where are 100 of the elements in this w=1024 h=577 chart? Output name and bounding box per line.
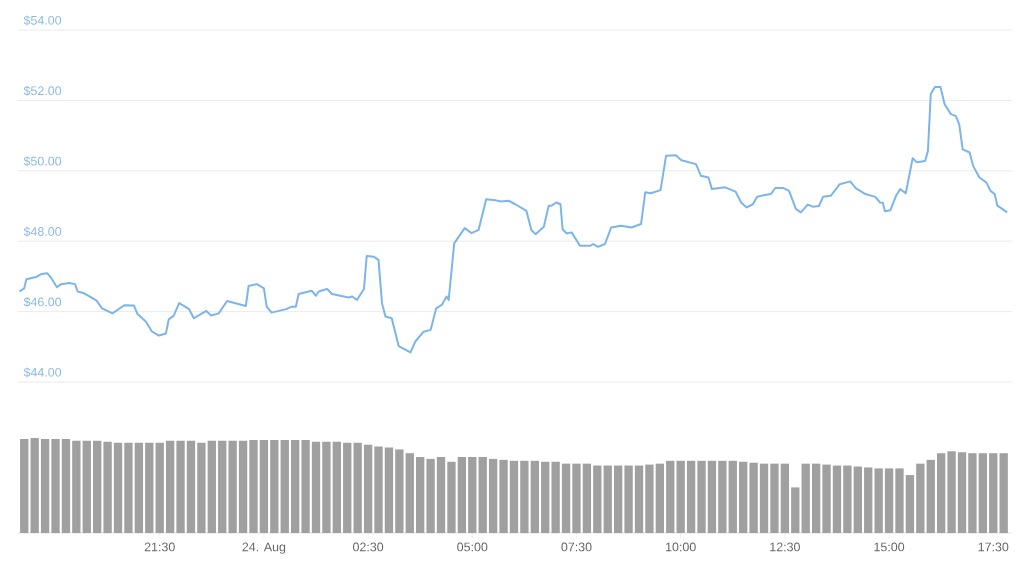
bar [468, 457, 477, 533]
bar [197, 442, 206, 533]
bar [155, 442, 164, 533]
bar [218, 440, 227, 533]
bar [728, 460, 737, 533]
bar [707, 460, 717, 533]
bar [843, 465, 852, 533]
bar [853, 466, 862, 533]
x-tick-label: 12:30 [770, 542, 800, 552]
bar [416, 457, 425, 533]
bar [82, 440, 91, 533]
bar [780, 463, 790, 533]
y-tick-label: $46.00 [23, 296, 62, 308]
x-tick-label: 17:30 [978, 542, 1009, 552]
bar [363, 444, 373, 533]
bar [103, 441, 112, 533]
bar [791, 487, 800, 533]
y-tick-label: $52.00 [23, 85, 62, 96]
bar [593, 465, 602, 533]
bar [874, 468, 883, 533]
bar [895, 468, 904, 533]
bar [884, 468, 894, 533]
bar [270, 439, 279, 533]
x-tick-label: 02:30 [353, 542, 384, 552]
bar [572, 463, 581, 533]
bar [457, 457, 467, 533]
bar [30, 438, 39, 533]
bar [770, 463, 779, 533]
bar [624, 465, 633, 533]
bar [134, 442, 144, 533]
bar [426, 458, 435, 533]
bar [947, 451, 956, 533]
bar [311, 441, 321, 533]
bar [40, 438, 50, 533]
bar [666, 460, 675, 533]
bar [176, 440, 185, 533]
bar [353, 442, 362, 533]
bar [937, 453, 946, 533]
bar [499, 459, 508, 533]
bar [989, 453, 998, 533]
bar [374, 446, 383, 533]
bar [51, 438, 60, 533]
bar [999, 453, 1008, 533]
bar [864, 467, 873, 533]
bar [718, 460, 727, 533]
x-tick-label: 05:00 [457, 542, 488, 552]
bar [332, 441, 341, 533]
bar [978, 453, 988, 533]
y-tick-label: $54.00 [23, 15, 62, 26]
bar [61, 438, 71, 533]
bar [749, 462, 758, 533]
bar [20, 438, 29, 533]
bar [582, 463, 592, 533]
x-tick-label: 24. Aug [242, 542, 286, 554]
bar [124, 442, 133, 533]
bar [322, 441, 331, 533]
bar [509, 460, 519, 533]
bar [739, 461, 748, 533]
bar [686, 460, 696, 533]
bar [280, 439, 289, 533]
bar [207, 440, 216, 533]
bar [238, 440, 248, 533]
bar [145, 442, 154, 533]
bar [165, 440, 175, 533]
bar [93, 440, 102, 533]
bar [541, 461, 550, 533]
bar [811, 463, 821, 533]
x-tick-label: 10:00 [666, 542, 696, 552]
bar [603, 465, 612, 533]
bar [968, 453, 977, 533]
bar [759, 463, 769, 533]
bar [228, 440, 237, 533]
bar [249, 439, 258, 533]
y-tick-label: $50.00 [23, 156, 62, 167]
bar [405, 453, 414, 533]
bar [436, 457, 446, 533]
bar [343, 442, 352, 533]
bar [488, 458, 498, 533]
bar [384, 447, 394, 533]
y-tick-label: $48.00 [23, 226, 62, 237]
bar [561, 463, 571, 533]
bar [113, 442, 123, 533]
bar [697, 460, 706, 533]
bar [72, 440, 81, 533]
bar [395, 449, 404, 533]
bar [832, 465, 842, 533]
bar [259, 439, 269, 533]
bar [520, 460, 529, 533]
bar [447, 461, 456, 533]
bar [926, 459, 935, 533]
x-tick-label: 07:30 [561, 542, 592, 552]
bar [551, 461, 560, 533]
bar [530, 460, 539, 533]
bar [301, 439, 310, 533]
bar [290, 439, 300, 533]
bar [957, 452, 967, 533]
bar [634, 465, 644, 533]
bar [676, 460, 685, 533]
bar [822, 464, 831, 533]
bar [916, 463, 925, 533]
